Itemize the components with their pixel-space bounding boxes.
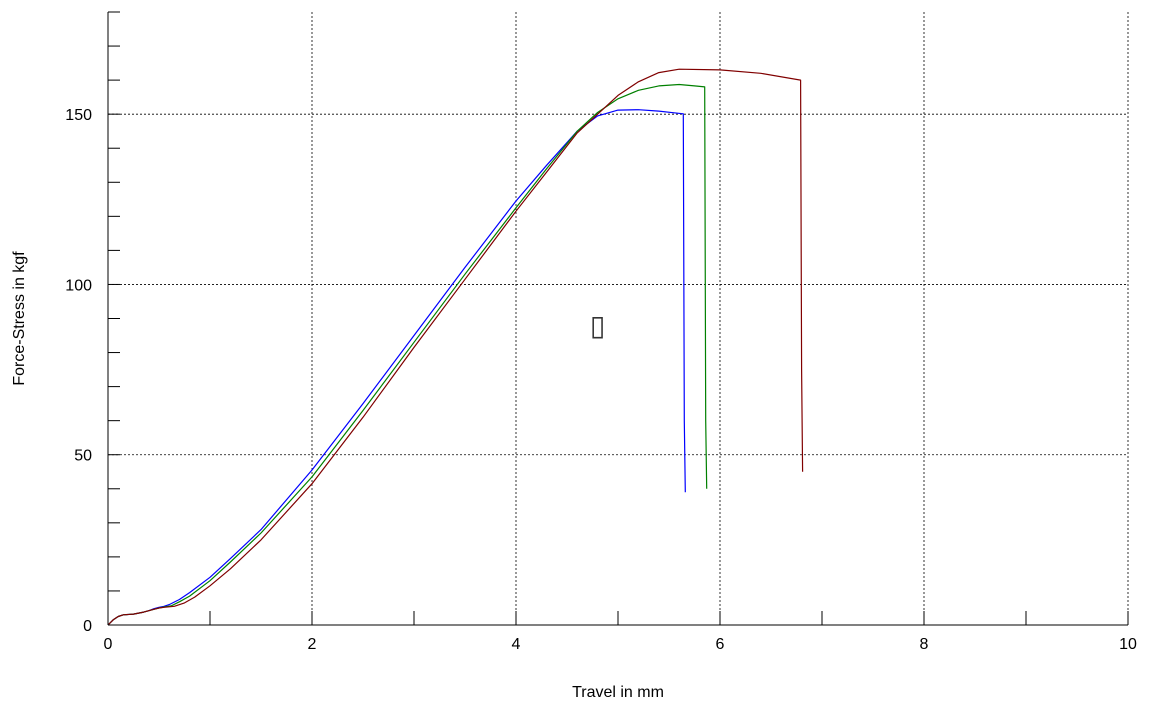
- annotation-glyph: ▯: [590, 309, 605, 342]
- ticks: [107, 11, 1129, 626]
- y-tick-label: 100: [65, 277, 92, 294]
- grid: [108, 12, 1129, 625]
- x-tick-label: 8: [920, 636, 929, 653]
- y-tick-label: 0: [83, 618, 92, 635]
- x-tick-label: 0: [104, 636, 113, 653]
- x-tick-label: 6: [716, 636, 725, 653]
- y-tick-label: 50: [74, 448, 92, 465]
- series-layer: [107, 68, 804, 626]
- x-tick-label: 10: [1119, 636, 1137, 653]
- y-axis-title: Force-Stress in kgf: [11, 251, 28, 386]
- x-tick-label: 4: [512, 636, 521, 653]
- series-line-3: [107, 68, 804, 626]
- y-tick-label: 150: [65, 107, 92, 124]
- x-axis-title: Travel in mm: [572, 684, 664, 701]
- series-line-2: [107, 83, 708, 626]
- series-line-1: [107, 109, 686, 626]
- x-tick-label: 2: [308, 636, 317, 653]
